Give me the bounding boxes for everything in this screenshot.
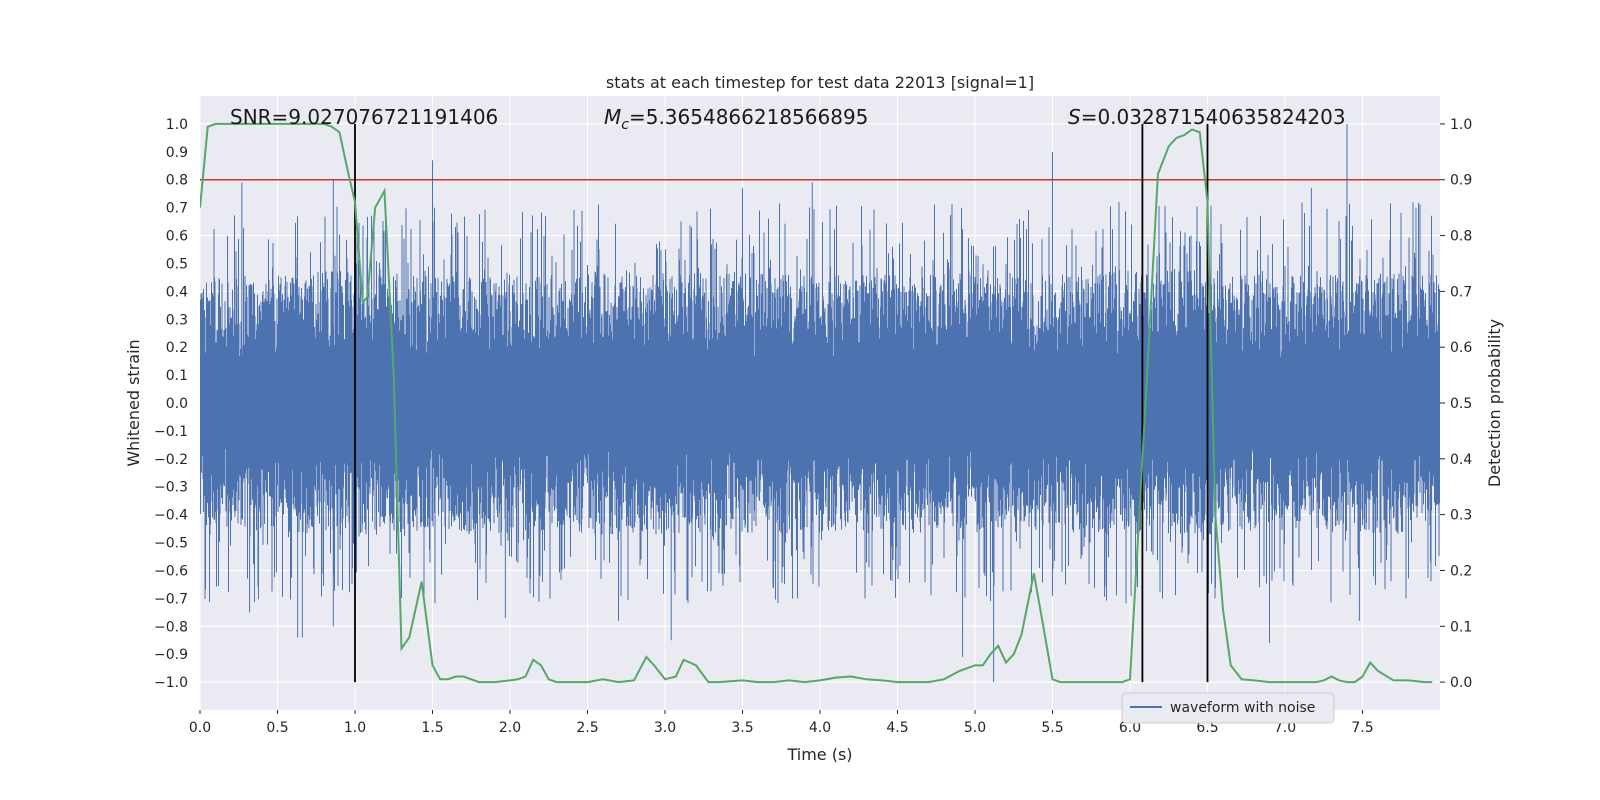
y-tick-label-left-5: 0.5 — [166, 256, 188, 272]
x-tick-label-4: 2.0 — [499, 720, 521, 736]
y-tick-label-left-1: 0.9 — [166, 145, 188, 161]
y-tick-label-right-2: 0.8 — [1450, 229, 1472, 245]
y-tick-label-left-7: 0.3 — [166, 312, 188, 328]
y-tick-label-left-14: −0.4 — [154, 508, 188, 524]
y-tick-label-left-10: 0.0 — [166, 396, 188, 412]
waveform-with-noise-path — [200, 123, 1440, 683]
x-tick-label-15: 7.5 — [1351, 720, 1373, 736]
y-axis-label-left: Whitened strain — [124, 339, 143, 466]
x-tick-label-6: 3.0 — [654, 720, 676, 736]
y-tick-label-left-9: 0.1 — [166, 368, 188, 384]
x-tick-label-13: 6.5 — [1196, 720, 1218, 736]
y-tick-labels-left: 1.0 0.9 0.8 0.7 0.6 0.5 0.4 0.3 0.2 0.1 0.0 −0.1 −0.… — [154, 117, 188, 691]
waveform-noise-series — [200, 123, 1440, 683]
y-tick-label-left-2: 0.8 — [166, 173, 188, 189]
x-tick-label-1: 0.5 — [266, 720, 288, 736]
legend-box — [1121, 692, 1335, 724]
y-tick-label-left-0: 1.0 — [166, 117, 188, 133]
y-tick-label-left-12: −0.2 — [154, 452, 188, 468]
chart-title: stats at each timestep for test data 220… — [606, 73, 1034, 92]
y-tick-label-left-8: 0.2 — [166, 340, 188, 356]
x-tick-label-7: 3.5 — [731, 720, 753, 736]
y-tick-label-left-4: 0.6 — [166, 229, 188, 245]
x-tick-label-11: 5.5 — [1041, 720, 1063, 736]
y-tick-label-left-19: −0.9 — [154, 647, 188, 663]
x-tick-label-5: 2.5 — [576, 720, 598, 736]
y-tick-label-right-7: 0.3 — [1450, 508, 1472, 524]
y-tick-label-left-3: 0.7 — [166, 201, 188, 217]
legend: waveform with noise — [1121, 692, 1335, 724]
y-tick-labels-right: 1.0 0.9 0.8 0.7 0.6 0.5 0.4 0.3 0.2 0.1 0.0 — [1440, 117, 1472, 691]
y-tick-label-left-15: −0.5 — [154, 536, 188, 552]
y-tick-label-left-16: −0.6 — [154, 563, 188, 579]
legend-label-waveform: waveform with noise — [1170, 700, 1315, 716]
mc-annotation: Mc=5.3654866218566895 — [604, 105, 868, 133]
s-annotation: S=0.032871540635824203 — [1068, 105, 1346, 129]
y-tick-label-right-4: 0.6 — [1450, 340, 1472, 356]
y-tick-label-right-8: 0.2 — [1450, 563, 1472, 579]
y-tick-label-right-6: 0.4 — [1450, 452, 1472, 468]
y-tick-label-right-9: 0.1 — [1450, 619, 1472, 635]
y-tick-label-right-10: 0.0 — [1450, 675, 1472, 691]
y-axis-label-right: Detection probability — [1485, 319, 1504, 487]
x-tick-label-0: 0.0 — [189, 720, 211, 736]
x-tick-label-8: 4.0 — [809, 720, 831, 736]
y-tick-label-right-5: 0.5 — [1450, 396, 1472, 412]
x-tick-label-14: 7.0 — [1274, 720, 1296, 736]
y-tick-label-left-6: 0.4 — [166, 284, 188, 300]
y-tick-label-left-13: −0.3 — [154, 480, 188, 496]
y-tick-label-right-0: 1.0 — [1450, 117, 1472, 133]
y-tick-label-left-11: −0.1 — [154, 424, 188, 440]
y-tick-label-left-17: −0.7 — [154, 591, 188, 607]
snr-annotation: SNR=9.027076721191406 — [230, 105, 498, 129]
detection-probability-line — [200, 122, 1433, 684]
y-tick-label-right-3: 0.7 — [1450, 284, 1472, 300]
y-tick-label-left-20: −1.0 — [154, 675, 188, 691]
x-tick-label-2: 1.0 — [344, 720, 366, 736]
x-tick-label-9: 4.5 — [886, 720, 908, 736]
x-tick-label-12: 6.0 — [1119, 720, 1141, 736]
x-tick-label-10: 5.0 — [964, 720, 986, 736]
y-tick-label-right-1: 0.9 — [1450, 173, 1472, 189]
x-axis-label: Time (s) — [786, 745, 852, 764]
x-tick-label-3: 1.5 — [421, 720, 443, 736]
y-tick-label-left-18: −0.8 — [154, 619, 188, 635]
x-tick-labels: 0.0 0.5 1.0 1.5 2.0 2.5 3.0 3.5 4.0 4.5 5.0 5.5 6.0 6… — [189, 710, 1374, 736]
